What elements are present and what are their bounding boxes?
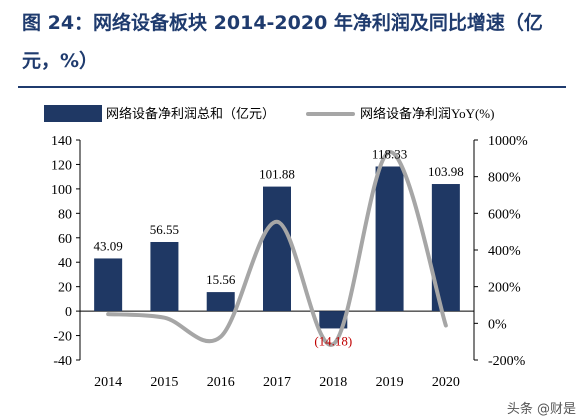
y-left-tick-label: 40 [58,256,72,271]
y-left-tick-label: 0 [65,305,72,320]
line-series [106,150,448,347]
bar-data-label: (14.18) [314,333,352,348]
bar-series [94,166,460,329]
legend-line-label: 网络设备净利润YoY(%) [360,106,494,121]
y-right-tick-label: 600% [488,207,521,222]
legend-bar-swatch [44,105,102,122]
bar [150,241,179,312]
y-right-tick-label: 0% [488,317,507,332]
figure-title: 图 24：网络设备板块 2014-2020 年净利润及同比增速（亿元，%） [22,12,543,72]
title-divider [18,86,566,88]
x-tick-label: 2017 [263,375,291,390]
x-tick-label: 2019 [376,375,404,390]
bar [375,166,404,312]
y-right-tick-label: -200% [488,354,526,369]
bar [206,292,235,312]
bar-data-label: 103.98 [428,164,464,179]
y-left-tick-label: 80 [58,207,72,222]
x-tick-label: 2015 [150,375,178,390]
x-tick-label: 2018 [319,375,347,390]
y-right-tick-label: 400% [488,244,521,259]
data-labels: 43.09 56.55 15.56 101.88 (14.18) 118.33 103.98 [94,146,464,348]
bar-data-label: 101.88 [259,167,295,182]
y-left-tick-label: -40 [53,354,72,369]
y-left-tick-label: 20 [58,281,72,296]
x-tick-label: 2016 [207,375,235,390]
y-right-tick-label: 1000% [488,134,528,149]
watermark: 头条 @财是 [506,402,576,417]
bar [94,258,123,312]
y-right-tick-label: 200% [488,281,521,296]
bar-data-label: 56.55 [150,222,179,237]
y-left-tick-label: -20 [53,330,72,345]
chart-legend: 网络设备净利润总和（亿元） 网络设备净利润YoY(%) [44,105,494,122]
y-right-tick-label: 800% [488,171,521,186]
bar [319,311,348,329]
y-left-tick-label: 120 [51,158,72,173]
bar-data-label: 43.09 [94,238,123,253]
y-left-tick-label: 140 [51,134,72,149]
bar-data-label: 118.33 [372,146,407,161]
x-tick-label: 2014 [94,375,122,390]
bar-data-label: 15.56 [206,272,236,287]
legend-bar-label: 网络设备净利润总和（亿元） [106,106,275,121]
yoy-line [106,150,448,347]
y-left-tick-label: 100 [51,183,72,198]
chart-axes: -40 -20 0 20 40 60 80 100 120 140 -200% 0% 200% 400% 6… [51,134,528,390]
x-tick-label: 2020 [432,375,460,390]
y-left-tick-label: 60 [58,232,72,247]
bar [263,186,291,312]
